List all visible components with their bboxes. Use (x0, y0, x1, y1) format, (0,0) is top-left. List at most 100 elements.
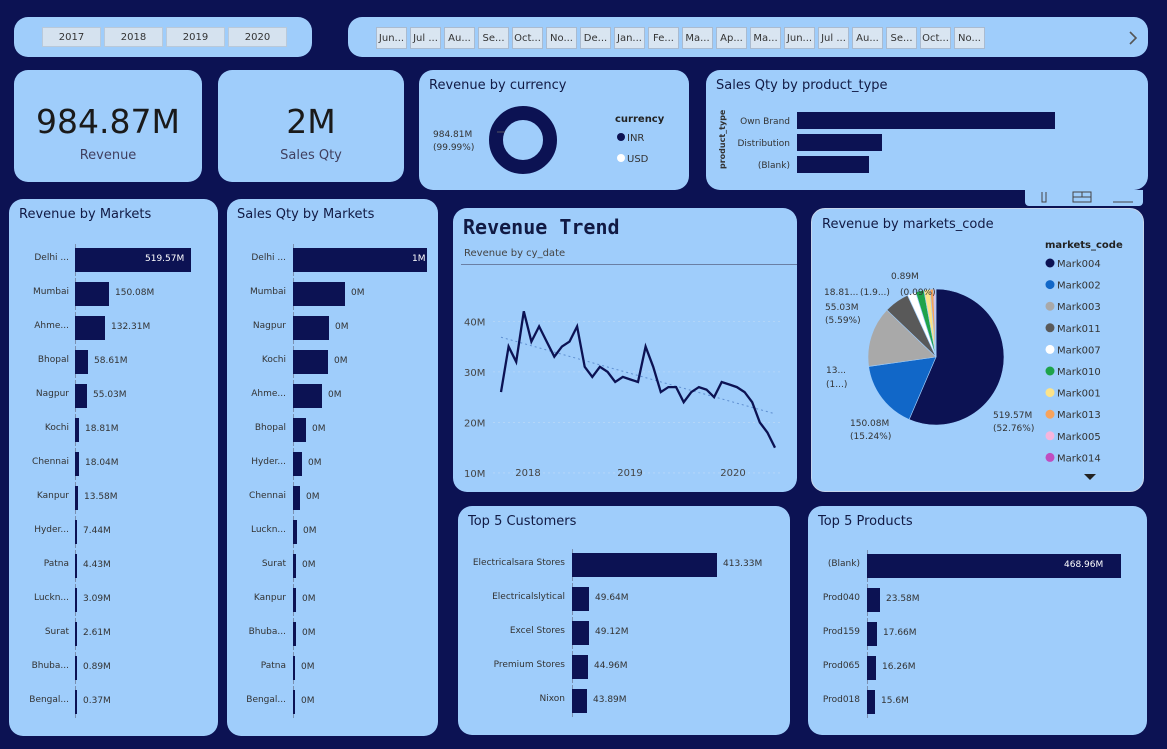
qty-market-row[interactable]: Luckn... 0M (227, 516, 438, 548)
revenue-market-bar[interactable] (75, 282, 109, 306)
revenue-market-row[interactable]: Hyder... 7.44M (9, 516, 218, 548)
revenue-market-bar[interactable] (75, 248, 191, 272)
product-bar[interactable] (867, 588, 880, 612)
qty-market-row[interactable]: Delhi ... 1M (227, 244, 438, 276)
customer-bar[interactable] (572, 621, 589, 645)
chevron-right-icon[interactable] (1127, 30, 1139, 46)
month-button-6[interactable]: De... (580, 27, 611, 49)
legend-label-mark007[interactable]: Mark007 (1057, 345, 1101, 356)
product-row[interactable]: Prod040 23.58M (808, 584, 1147, 616)
ptype-bar-distribution[interactable] (797, 134, 882, 151)
qty-market-row[interactable]: Ahme... 0M (227, 380, 438, 412)
pie-slice-mark004[interactable] (908, 288, 1005, 426)
month-button-7[interactable]: Jan... (614, 27, 645, 49)
donut-inr-slice[interactable] (489, 106, 557, 174)
revenue-market-row[interactable]: Kanpur 13.58M (9, 482, 218, 514)
ptype-bar-own-brand[interactable] (797, 112, 1055, 129)
month-button-17[interactable]: No... (954, 27, 985, 49)
qty-market-row[interactable]: Nagpur 0M (227, 312, 438, 344)
qty-market-bar[interactable] (293, 282, 345, 306)
qty-market-row[interactable]: Kochi 0M (227, 346, 438, 378)
legend-label-mark011[interactable]: Mark011 (1057, 324, 1101, 335)
year-button-0[interactable]: 2017 (42, 27, 101, 47)
legend-label-mark014[interactable]: Mark014 (1057, 453, 1101, 464)
month-button-13[interactable]: Jul ... (818, 27, 849, 49)
revenue-market-bar[interactable] (75, 656, 77, 680)
qty-market-bar[interactable] (293, 316, 329, 340)
customer-row[interactable]: Electricalslytical 49.64M (458, 583, 790, 615)
revenue-market-bar[interactable] (75, 520, 77, 544)
year-button-3[interactable]: 2020 (228, 27, 287, 47)
month-button-3[interactable]: Se... (478, 27, 509, 49)
table-view-icon[interactable] (1071, 190, 1093, 204)
qty-market-row[interactable]: Bhopal 0M (227, 414, 438, 446)
revenue-market-row[interactable]: Mumbai 150.08M (9, 278, 218, 310)
legend-label-mark005[interactable]: Mark005 (1057, 432, 1101, 443)
product-bar[interactable] (867, 656, 876, 680)
more-options-icon[interactable] (1111, 190, 1135, 204)
month-button-9[interactable]: Ma... (682, 27, 713, 49)
pie-slice-mark002[interactable] (868, 356, 937, 420)
legend-label-mark004[interactable]: Mark004 (1057, 259, 1101, 270)
customer-bar[interactable] (572, 587, 589, 611)
qty-market-bar[interactable] (293, 384, 322, 408)
qty-market-row[interactable]: Bengal... 0M (227, 686, 438, 718)
month-button-4[interactable]: Oct... (512, 27, 543, 49)
customer-row[interactable]: Electricalsara Stores 413.33M (458, 549, 790, 581)
legend-inr-label[interactable]: INR (627, 133, 644, 144)
qty-market-row[interactable]: Patna 0M (227, 652, 438, 684)
year-button-2[interactable]: 2019 (166, 27, 225, 47)
month-button-5[interactable]: No... (546, 27, 577, 49)
year-button-1[interactable]: 2018 (104, 27, 163, 47)
pie-slice-mark003[interactable] (867, 309, 937, 367)
revenue-market-bar[interactable] (75, 384, 87, 408)
month-button-12[interactable]: Jun... (784, 27, 815, 49)
revenue-series-line[interactable] (499, 311, 777, 449)
qty-market-bar[interactable] (293, 248, 427, 272)
revenue-market-row[interactable]: Nagpur 55.03M (9, 380, 218, 412)
legend-scroll-down-icon[interactable] (1084, 474, 1096, 480)
revenue-market-row[interactable]: Bhopal 58.61M (9, 346, 218, 378)
product-row[interactable]: Prod159 17.66M (808, 618, 1147, 650)
month-button-14[interactable]: Au... (852, 27, 883, 49)
month-button-8[interactable]: Fe... (648, 27, 679, 49)
revenue-market-row[interactable]: Bhuba... 0.89M (9, 652, 218, 684)
qty-market-bar[interactable] (293, 520, 297, 544)
revenue-market-bar[interactable] (75, 622, 77, 646)
month-button-1[interactable]: Jul ... (410, 27, 441, 49)
customer-row[interactable]: Premium Stores 44.96M (458, 651, 790, 683)
qty-market-bar[interactable] (293, 690, 295, 714)
qty-market-row[interactable]: Mumbai 0M (227, 278, 438, 310)
month-button-0[interactable]: Jun... (376, 27, 407, 49)
revenue-market-row[interactable]: Delhi ... 519.57M (9, 244, 218, 276)
legend-usd-label[interactable]: USD (627, 154, 649, 165)
qty-market-row[interactable]: Hyder... 0M (227, 448, 438, 480)
focus-mode-icon[interactable] (1037, 190, 1051, 204)
qty-market-bar[interactable] (293, 486, 300, 510)
qty-market-bar[interactable] (293, 350, 328, 374)
customer-bar[interactable] (572, 553, 717, 577)
revenue-market-row[interactable]: Patna 4.43M (9, 550, 218, 582)
month-button-10[interactable]: Ap... (716, 27, 747, 49)
product-row[interactable]: (Blank) 468.96M (808, 550, 1147, 582)
customer-row[interactable]: Excel Stores 49.12M (458, 617, 790, 649)
revenue-market-row[interactable]: Bengal... 0.37M (9, 686, 218, 718)
revenue-market-bar[interactable] (75, 690, 77, 714)
revenue-market-bar[interactable] (75, 418, 79, 442)
product-bar[interactable] (867, 622, 877, 646)
month-button-16[interactable]: Oct... (920, 27, 951, 49)
customer-bar[interactable] (572, 655, 588, 679)
qty-market-row[interactable]: Chennai 0M (227, 482, 438, 514)
customer-bar[interactable] (572, 689, 587, 713)
qty-market-bar[interactable] (293, 588, 296, 612)
month-button-15[interactable]: Se... (886, 27, 917, 49)
revenue-market-bar[interactable] (75, 486, 78, 510)
customer-row[interactable]: Nixon 43.89M (458, 685, 790, 717)
qty-market-bar[interactable] (293, 622, 296, 646)
revenue-market-row[interactable]: Kochi 18.81M (9, 414, 218, 446)
revenue-market-row[interactable]: Chennai 18.04M (9, 448, 218, 480)
revenue-market-bar[interactable] (75, 452, 79, 476)
product-row[interactable]: Prod018 15.6M (808, 686, 1147, 718)
revenue-market-row[interactable]: Ahme... 132.31M (9, 312, 218, 344)
revenue-market-bar[interactable] (75, 350, 88, 374)
